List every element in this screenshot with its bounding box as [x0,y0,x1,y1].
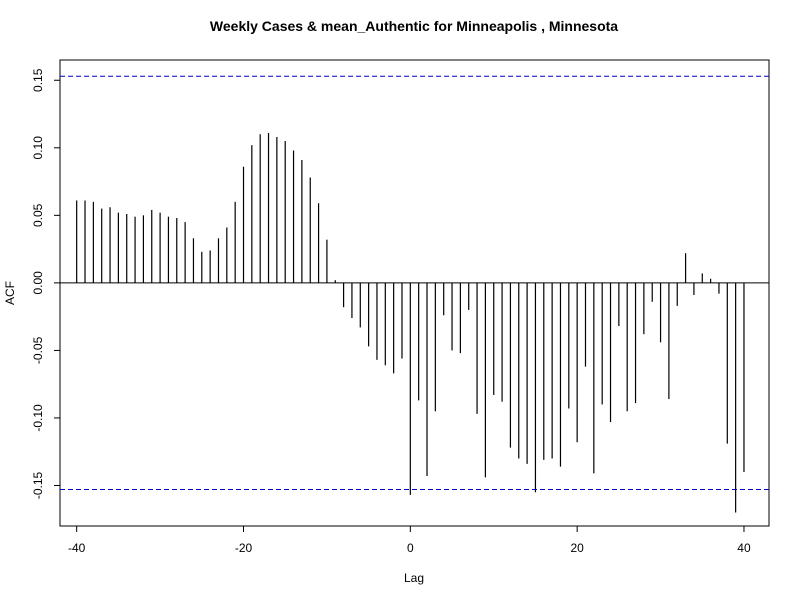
y-tick-label: 0.10 [31,136,45,160]
y-tick-label: 0.00 [31,271,45,295]
confidence-bounds [60,75,769,491]
chart-title: Weekly Cases & mean_Authentic for Minnea… [210,18,618,34]
y-axis: -0.15 -0.10 -0.05 0.00 0.05 0.10 0.15 [31,68,61,499]
y-tick-label: 0.15 [31,68,45,92]
x-tick-label: 40 [737,541,751,555]
plot-frame [59,59,770,527]
y-tick-label: 0.05 [31,203,45,227]
y-axis-label: ACF [3,281,17,305]
x-axis-label: Lag [404,571,424,585]
x-tick-label: 0 [407,541,414,555]
y-tick-label: -0.10 [31,404,45,432]
x-tick-label: 20 [570,541,584,555]
y-tick-label: -0.05 [31,336,45,364]
x-axis: -40 -20 0 20 40 [68,525,751,555]
x-tick-label: -20 [235,541,253,555]
x-tick-label: -40 [68,541,86,555]
y-tick-label: -0.15 [31,471,45,499]
acf-bars [76,132,745,513]
